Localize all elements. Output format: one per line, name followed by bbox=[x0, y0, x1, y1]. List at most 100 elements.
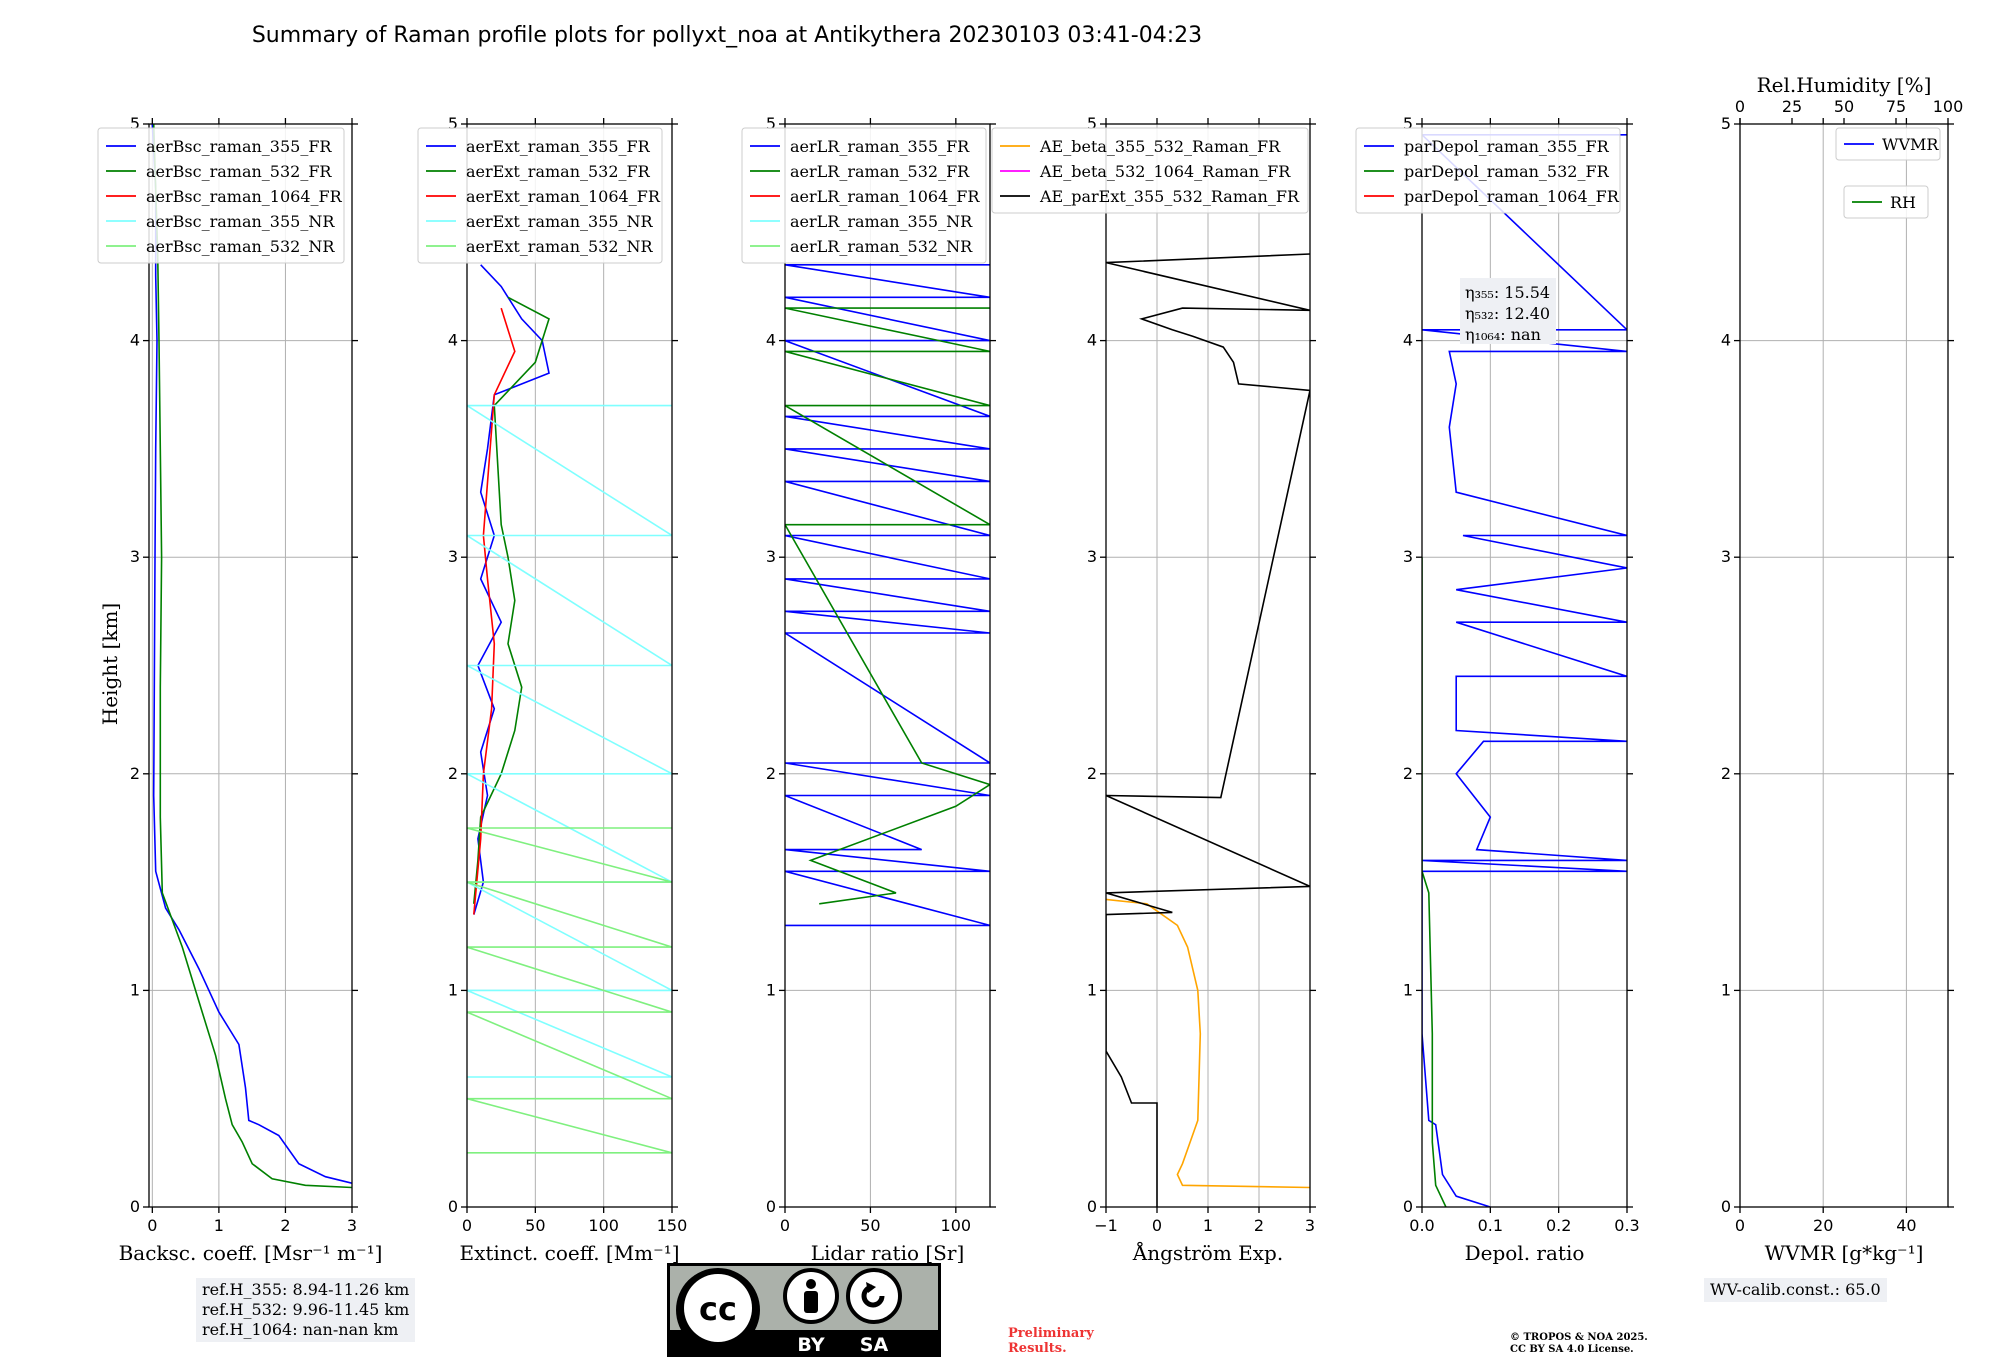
series-AE_beta_355_532_Raman_FR bbox=[1106, 898, 1310, 1189]
series-aerLR_raman_532_FR bbox=[785, 307, 990, 905]
cc-circle-icon bbox=[684, 1274, 752, 1342]
legend-box bbox=[417, 127, 663, 264]
series-aerBsc_raman_532_FR bbox=[152, 124, 352, 1189]
y-tick-label: 4 bbox=[766, 331, 776, 350]
y-tick-label: 2 bbox=[1087, 764, 1097, 783]
legend-label: RH bbox=[1890, 193, 1916, 212]
x-tick-label: 1 bbox=[214, 1216, 224, 1235]
x-tick-label: 40 bbox=[1896, 1216, 1916, 1235]
legend-label: aerBsc_raman_1064_FR bbox=[146, 187, 343, 206]
legend: AE_beta_355_532_Raman_FR AE_beta_532_1064… bbox=[991, 127, 1309, 214]
legend-box bbox=[991, 127, 1309, 214]
legend-label: aerLR_raman_355_FR bbox=[790, 137, 970, 156]
copyright-line-2: CC BY SA 4.0 License. bbox=[1510, 1344, 1634, 1355]
series-aerExt_raman_355_FR bbox=[473, 264, 550, 915]
y-tick-label: 4 bbox=[130, 331, 140, 350]
x-tick-label: 0.3 bbox=[1614, 1216, 1639, 1235]
series-aerExt_raman_532_FR bbox=[473, 296, 550, 904]
legend-label: aerLR_raman_532_NR bbox=[790, 237, 973, 256]
x-axis-label: Backsc. coeff. [Msr⁻¹ m⁻¹] bbox=[119, 1241, 383, 1265]
x-tick-label: 2 bbox=[280, 1216, 290, 1235]
preliminary-line-1: Preliminary bbox=[1008, 1326, 1094, 1341]
series-AE_parExt_355_532_Raman_FR bbox=[1106, 253, 1310, 1207]
x-tick-label: 2 bbox=[1254, 1216, 1264, 1235]
ref-height-1064: ref.H_1064: nan-nan km bbox=[202, 1320, 399, 1339]
legend-label: AE_parExt_355_532_Raman_FR bbox=[1039, 187, 1300, 206]
y-tick-label: 0 bbox=[1087, 1197, 1097, 1216]
depol-annotation-line: η₅₃₂: 12.40 bbox=[1465, 304, 1550, 323]
sa-share-icon bbox=[846, 1268, 902, 1324]
y-tick-label: 3 bbox=[448, 547, 458, 566]
badge-sa-label: SA bbox=[860, 1334, 889, 1356]
legend-box bbox=[1355, 127, 1621, 214]
legend-label: parDepol_raman_355_FR bbox=[1404, 137, 1610, 156]
x-tick-label: 0 bbox=[462, 1216, 472, 1235]
x-tick-label: 0.1 bbox=[1478, 1216, 1503, 1235]
y-tick-label: 0 bbox=[448, 1197, 458, 1216]
legend-WVMR: WVMR bbox=[1835, 127, 1941, 161]
legend-label: aerExt_raman_355_NR bbox=[466, 212, 654, 231]
by-person-body bbox=[804, 1291, 818, 1313]
y-tick-label: 4 bbox=[448, 331, 458, 350]
depol-annotation-line: η₁₀₆₄: nan bbox=[1465, 325, 1541, 344]
legend-label: aerExt_raman_532_FR bbox=[466, 162, 651, 181]
y-tick-label: 2 bbox=[1403, 764, 1413, 783]
series-aerExt_raman_532_NR bbox=[467, 827, 672, 1154]
cc-letters: cc bbox=[699, 1290, 737, 1328]
y-tick-label: 2 bbox=[130, 764, 140, 783]
legend-box bbox=[741, 127, 987, 264]
x-tick-label: 0 bbox=[1735, 1216, 1745, 1235]
series-parDepol_raman_355_FR bbox=[1422, 134, 1627, 1207]
x-tick-label: 100 bbox=[588, 1216, 619, 1235]
x-axis-label: WVMR [g*kg⁻¹] bbox=[1765, 1241, 1924, 1265]
panel-frame bbox=[466, 123, 673, 1208]
x-tick-label: 50 bbox=[525, 1216, 545, 1235]
y-tick-label: 5 bbox=[766, 114, 776, 133]
legend-label: aerBsc_raman_355_NR bbox=[146, 212, 335, 231]
y-tick-label: 5 bbox=[1721, 114, 1731, 133]
x2-tick-label: 100 bbox=[1933, 97, 1964, 116]
depol-annotation-box bbox=[1460, 278, 1556, 344]
series-group bbox=[151, 124, 352, 1189]
sa-arrow-arc bbox=[861, 1284, 885, 1308]
x-tick-label: 0 bbox=[780, 1216, 790, 1235]
y-tick-label: 4 bbox=[1721, 331, 1731, 350]
legend-RH: RH bbox=[1843, 185, 1929, 219]
y-tick-label: 1 bbox=[766, 980, 776, 999]
legend: aerBsc_raman_355_FR aerBsc_raman_532_FRae… bbox=[97, 127, 345, 264]
preliminary-note: Preliminary Results. bbox=[1008, 1326, 1094, 1356]
copyright-note: © TROPOS & NOA 2025. CC BY SA 4.0 Licens… bbox=[1510, 1332, 1648, 1356]
series-aerExt_raman_355_NR bbox=[467, 404, 672, 1078]
legend-label: AE_beta_532_1064_Raman_FR bbox=[1039, 162, 1291, 181]
y-axis-label: Height [km] bbox=[98, 603, 122, 725]
series-group bbox=[1422, 134, 1627, 1207]
legend: parDepol_raman_355_FR parDepol_raman_532_… bbox=[1355, 127, 1621, 214]
panel-frame bbox=[1421, 123, 1628, 1208]
x-tick-label: 0.2 bbox=[1546, 1216, 1571, 1235]
depol-annotation: η₃₅₅: 15.54 η₅₃₂: 12.40 η₁₀₆₄: nan bbox=[1460, 278, 1556, 344]
y-tick-label: 0 bbox=[1403, 1197, 1413, 1216]
x-tick-label: 0.0 bbox=[1409, 1216, 1434, 1235]
series-group bbox=[785, 263, 990, 927]
x-tick-label: −1 bbox=[1094, 1216, 1118, 1235]
y-tick-label: 1 bbox=[448, 980, 458, 999]
x-axis-label: Lidar ratio [Sr] bbox=[811, 1241, 965, 1265]
x-tick-label: 3 bbox=[1305, 1216, 1315, 1235]
y-tick-label: 0 bbox=[1721, 1197, 1731, 1216]
ref-heights-box: ref.H_355: 8.94-11.26 km ref.H_532: 9.96… bbox=[196, 1278, 416, 1342]
x-tick-label: 20 bbox=[1813, 1216, 1833, 1235]
ref-height-355: ref.H_355: 8.94-11.26 km bbox=[202, 1280, 410, 1299]
x-axis-label: Depol. ratio bbox=[1465, 1241, 1585, 1265]
y-tick-label: 5 bbox=[448, 114, 458, 133]
y-tick-label: 3 bbox=[1721, 547, 1731, 566]
y-tick-label: 4 bbox=[1403, 331, 1413, 350]
y-tick-label: 2 bbox=[1721, 764, 1731, 783]
y-tick-label: 3 bbox=[130, 547, 140, 566]
legend-label: WVMR bbox=[1882, 135, 1939, 154]
series-parDepol_raman_532_FR bbox=[1422, 557, 1447, 1207]
by-person-head bbox=[806, 1279, 816, 1289]
chart-panel-5: 0 1 2 3 4 5 0.0 0.1 0.2 0.3 Depol. ratio parDepol_r… bbox=[1355, 114, 1640, 1265]
cc-by-sa-license-badge: cc BY SA bbox=[667, 1263, 941, 1357]
panel-frame bbox=[1105, 123, 1311, 1208]
x-axis-label: Ångström Exp. bbox=[1132, 1240, 1283, 1265]
